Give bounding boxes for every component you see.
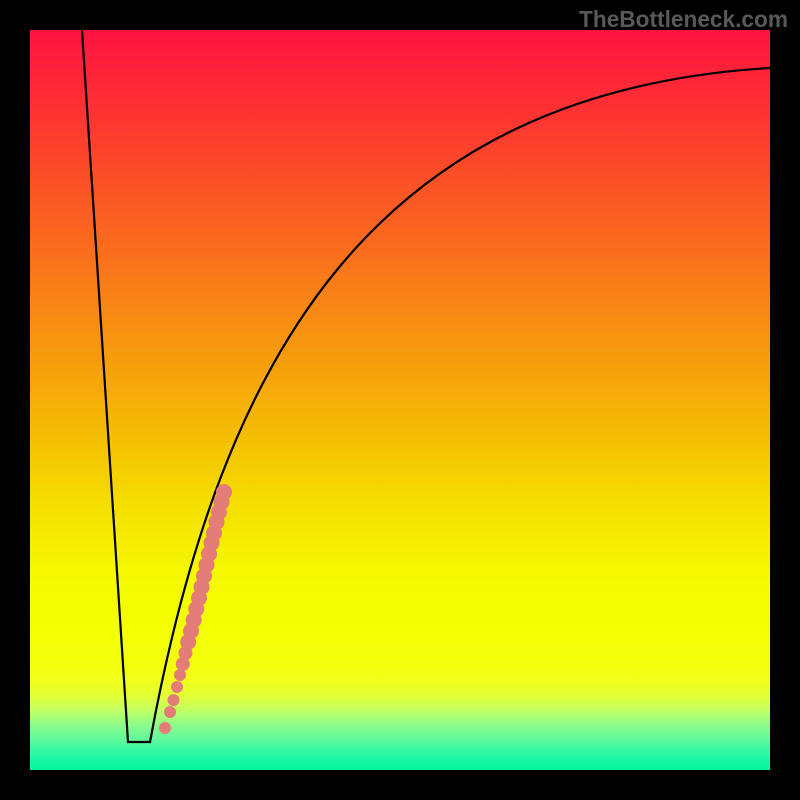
- marker-dot: [159, 722, 171, 734]
- marker-dot: [171, 681, 183, 693]
- watermark-text: TheBottleneck.com: [579, 6, 788, 33]
- marker-dot: [164, 706, 176, 718]
- marker-band-group: [159, 484, 232, 734]
- marker-dot: [216, 484, 232, 500]
- chart-svg: [30, 30, 770, 770]
- plot-area: [30, 30, 770, 770]
- chart-outer-frame: TheBottleneck.com: [0, 0, 800, 800]
- marker-dot: [168, 694, 180, 706]
